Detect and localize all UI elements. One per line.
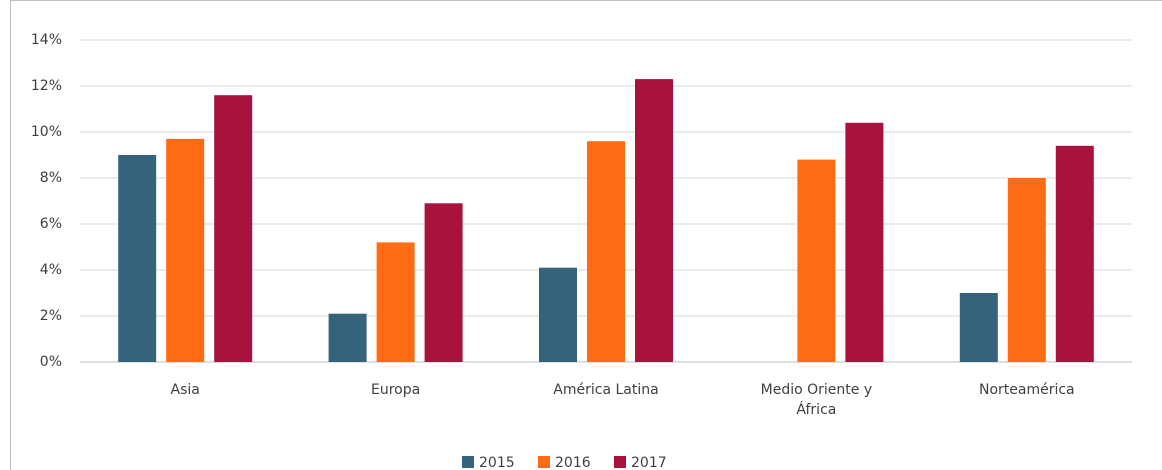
legend-swatch <box>462 456 474 468</box>
y-tick-label: 2% <box>40 308 62 324</box>
bar <box>587 141 625 362</box>
x-tick-label: Europa <box>370 382 421 398</box>
bar <box>118 155 157 362</box>
legend-label: 2016 <box>555 455 591 470</box>
bar <box>166 138 205 362</box>
legend-swatch <box>538 456 550 468</box>
y-tick-label: 4% <box>40 262 62 278</box>
y-tick-label: 0% <box>40 354 62 370</box>
x-tick-label: Norteamérica <box>978 382 1075 398</box>
y-tick-label: 14% <box>31 32 62 48</box>
bar <box>797 159 836 362</box>
bar <box>845 122 884 362</box>
bar <box>214 95 253 362</box>
legend-label: 2015 <box>479 455 515 470</box>
bar <box>539 267 577 362</box>
legend-swatch <box>614 456 626 468</box>
bar <box>959 293 998 362</box>
y-tick-label: 10% <box>31 124 62 140</box>
bar <box>1007 178 1046 362</box>
y-tick-label: 8% <box>40 170 62 186</box>
bar <box>328 313 367 362</box>
x-tick-label: Medio Oriente y África <box>760 382 873 418</box>
y-tick-label: 6% <box>40 216 62 232</box>
x-tick-label: América Latina <box>553 382 659 398</box>
bar <box>424 203 463 362</box>
x-tick-label: Asia <box>170 382 200 398</box>
chart-border <box>10 0 1162 470</box>
legend-label: 2017 <box>631 455 667 470</box>
bar <box>635 79 673 362</box>
bar <box>1055 145 1094 362</box>
bar <box>376 242 415 362</box>
y-tick-label: 12% <box>31 78 62 94</box>
